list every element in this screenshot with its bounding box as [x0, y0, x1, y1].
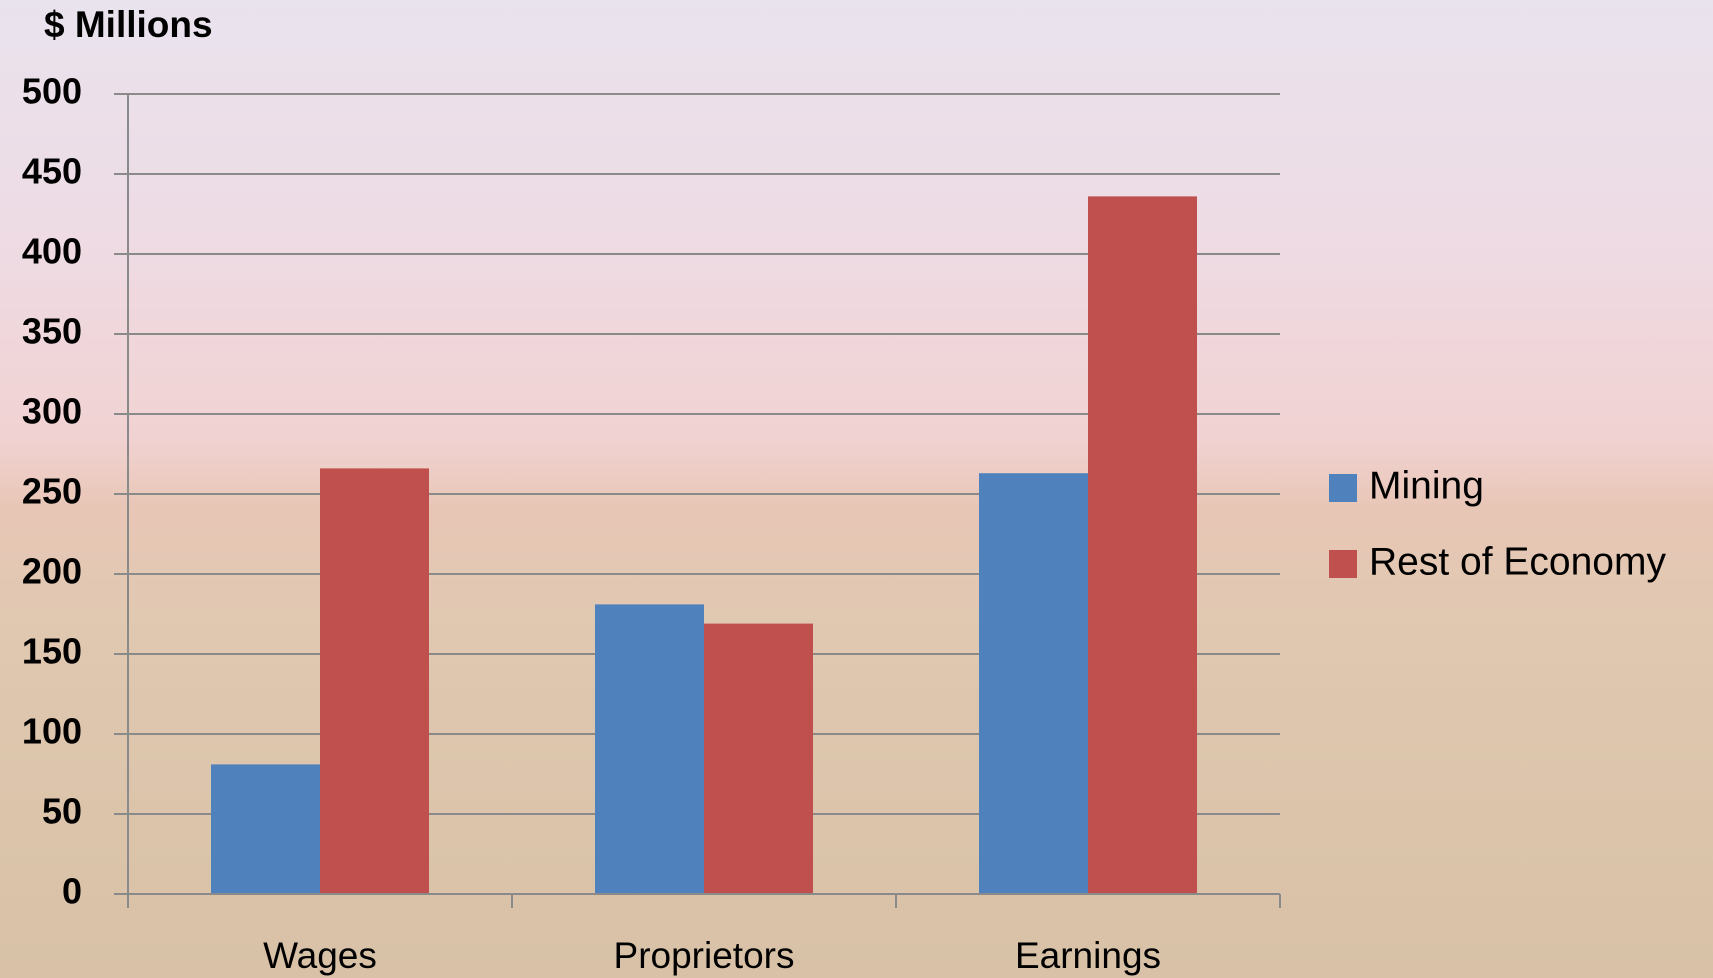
y-tick-label: 450	[22, 151, 82, 192]
bar	[1088, 196, 1197, 894]
x-tick-label: Proprietors	[614, 935, 795, 976]
y-tick-label: 150	[22, 631, 82, 672]
y-tick-label: 400	[22, 231, 82, 272]
x-tick-label: Earnings	[1015, 935, 1161, 976]
bar	[595, 604, 704, 894]
bar	[979, 473, 1088, 894]
legend-label: Rest of Economy	[1369, 540, 1666, 583]
y-tick-label: 350	[22, 311, 82, 352]
y-tick-label: 250	[22, 471, 82, 512]
y-tick-label: 200	[22, 551, 82, 592]
y-tick-label: 0	[62, 871, 82, 912]
bar	[704, 623, 813, 894]
legend-swatch	[1329, 474, 1357, 502]
bar	[320, 468, 429, 894]
y-tick-label: 500	[22, 71, 82, 112]
legend-label: Mining	[1369, 464, 1484, 507]
legend-swatch	[1329, 550, 1357, 578]
y-tick-label: 50	[42, 791, 82, 832]
y-tick-label: 300	[22, 391, 82, 432]
bar	[211, 764, 320, 894]
chart-title: $ Millions	[44, 4, 213, 45]
x-tick-label: Wages	[263, 935, 377, 976]
y-tick-label: 100	[22, 711, 82, 752]
